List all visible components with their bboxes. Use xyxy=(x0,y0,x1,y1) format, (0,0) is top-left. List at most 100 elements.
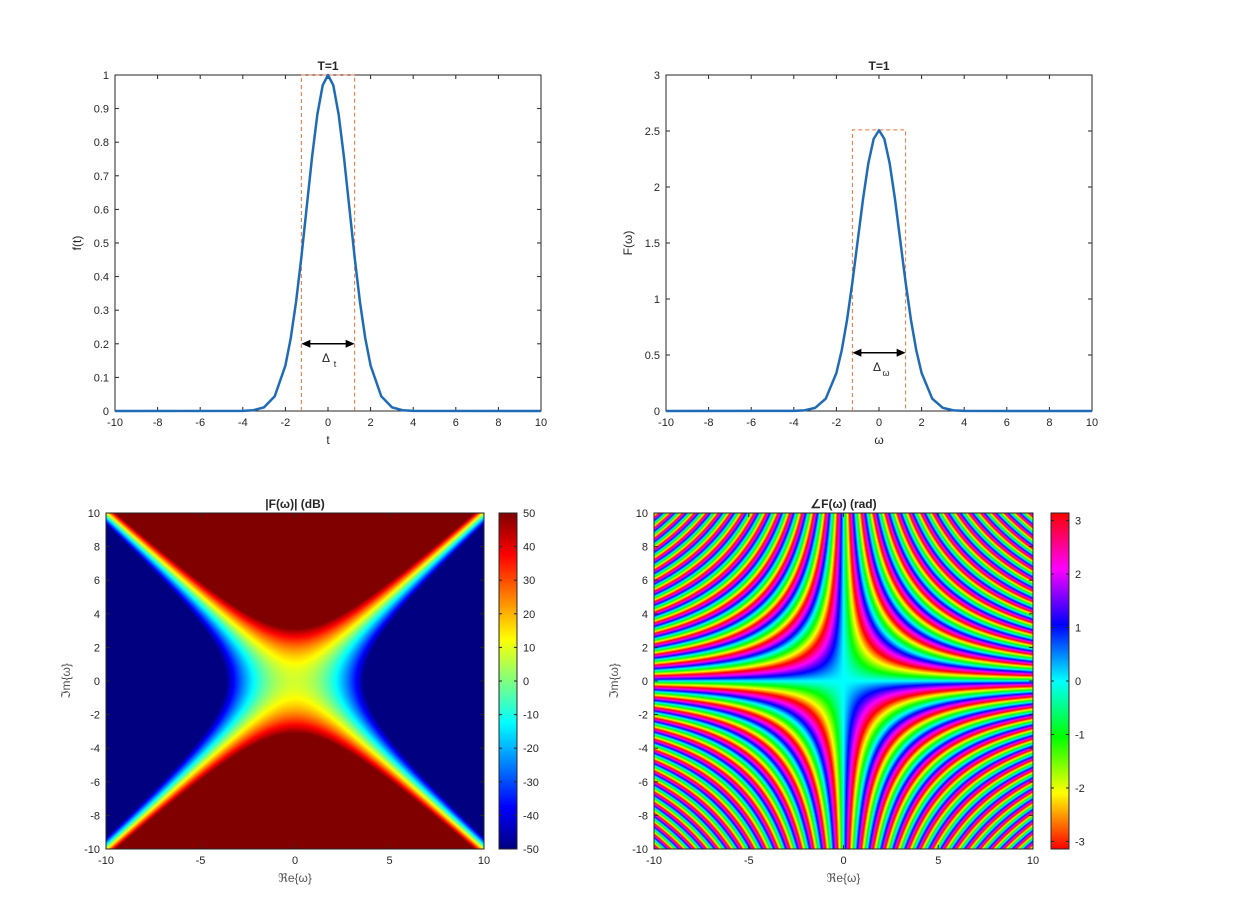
y-tick-label: 6 xyxy=(642,575,648,587)
y-tick-label: 8 xyxy=(94,542,100,554)
y-tick-label: 3 xyxy=(654,70,660,82)
chart-panel-time: -10 -8 -6 -4 -2 0 2 4 6 8 10 0 0.1 0.2 0.3 0.4 0.5 0.6 0.7… xyxy=(70,59,547,447)
y-tick-label: 1.5 xyxy=(645,238,660,250)
width-label-subscript: t xyxy=(334,359,337,369)
heatmap-image xyxy=(654,513,1033,849)
y-tick-label: -2 xyxy=(638,710,648,722)
y-tick-label: 4 xyxy=(94,609,100,621)
y-tick-label: 0.9 xyxy=(94,104,109,116)
x-tick-label: 8 xyxy=(1046,417,1052,429)
y-tick-label: -10 xyxy=(84,844,100,856)
y-tick-label: 0.8 xyxy=(94,137,109,149)
colorbar-tick-label: 0 xyxy=(523,676,529,688)
axes-frame xyxy=(105,512,485,850)
x-tick-label: 8 xyxy=(495,417,501,429)
chart-title: |F(ω)| (dB) xyxy=(265,497,325,511)
y-tick-label: -10 xyxy=(632,844,648,856)
x-tick-label: -6 xyxy=(746,417,756,429)
y-tick-label: -6 xyxy=(638,777,648,789)
x-tick-label: 0 xyxy=(876,417,882,429)
y-tick-label: 2.5 xyxy=(645,126,660,138)
width-arrow-head-right xyxy=(896,348,906,357)
chart-title: T=1 xyxy=(868,59,889,73)
y-tick-label: 0.7 xyxy=(94,171,109,183)
x-axis-label: ℜe{ω} xyxy=(278,871,312,885)
y-tick-label: -4 xyxy=(90,743,100,755)
x-tick-label: -10 xyxy=(646,855,662,867)
colorbar-tick-label: 40 xyxy=(523,542,535,554)
x-tick-label: 10 xyxy=(478,855,490,867)
colorbar-tick-label: -40 xyxy=(523,810,539,822)
chart-panel-frequency: -10 -8 -6 -4 -2 0 2 4 6 8 10 0 0.5 1 1.5 2 2.5 3 T=1 ω F(ω) Δ… xyxy=(621,59,1098,447)
y-tick-label: -6 xyxy=(90,777,100,789)
x-tick-label: 0 xyxy=(325,417,331,429)
y-tick-label: 8 xyxy=(642,542,648,554)
x-tick-label: 0 xyxy=(292,855,298,867)
x-tick-label: -5 xyxy=(196,855,206,867)
y-tick-label: 0.1 xyxy=(94,372,109,384)
y-tick-label: 1 xyxy=(103,70,109,82)
y-tick-label: 0.5 xyxy=(645,350,660,362)
axes-frame xyxy=(665,74,1093,412)
colorbar-tick-label: 50 xyxy=(523,508,535,520)
width-box xyxy=(300,74,356,411)
x-tick-label: 6 xyxy=(1004,417,1010,429)
width-box xyxy=(851,129,907,411)
colorbar-image xyxy=(1051,513,1069,849)
colorbar-tick-label: 1 xyxy=(1075,623,1081,635)
colorbar-tick-label: -10 xyxy=(523,710,539,722)
x-tick-label: -2 xyxy=(281,417,291,429)
x-tick-label: -8 xyxy=(153,417,163,429)
series-line xyxy=(665,129,1093,413)
x-tick-label: 0 xyxy=(840,855,846,867)
series-line xyxy=(114,73,542,413)
x-tick-label: -5 xyxy=(744,855,754,867)
y-tick-label: -2 xyxy=(90,710,100,722)
y-tick-label: 0.2 xyxy=(94,339,109,351)
y-tick-label: 0 xyxy=(654,406,660,418)
y-tick-label: 0.3 xyxy=(94,305,109,317)
chart-title: ∠F(ω) (rad) xyxy=(810,497,876,511)
colorbar-tick-label: -2 xyxy=(1075,783,1085,795)
colorbar-tick-label: -1 xyxy=(1075,729,1085,741)
x-tick-label: 2 xyxy=(919,417,925,429)
x-tick-label: 2 xyxy=(368,417,374,429)
x-tick-label: -10 xyxy=(107,417,123,429)
colorbar-tick-label: -20 xyxy=(523,743,539,755)
axes-frame xyxy=(653,512,1034,850)
colorbar-tick-label: 0 xyxy=(1075,676,1081,688)
y-tick-label: -8 xyxy=(638,810,648,822)
colorbar-tick-label: 3 xyxy=(1075,516,1081,528)
y-tick-label: 0 xyxy=(642,676,648,688)
width-label: Δ xyxy=(322,351,330,365)
y-tick-label: 0 xyxy=(94,676,100,688)
y-tick-label: 2 xyxy=(642,642,648,654)
x-tick-label: -2 xyxy=(832,417,842,429)
y-tick-label: 10 xyxy=(636,508,648,520)
y-tick-label: 0.5 xyxy=(94,238,109,250)
heatmap-image xyxy=(106,513,484,849)
chart-title: T=1 xyxy=(317,59,338,73)
y-axis-label: ℑm{ω} xyxy=(59,663,73,699)
x-tick-label: -10 xyxy=(98,855,114,867)
x-tick-label: 4 xyxy=(410,417,416,429)
colorbar-tick-label: 10 xyxy=(523,642,535,654)
y-tick-label: -8 xyxy=(90,810,100,822)
y-tick-label: 10 xyxy=(88,508,100,520)
width-label: Δ xyxy=(873,360,881,374)
colorbar-tick-label: 2 xyxy=(1075,569,1081,581)
x-tick-label: 10 xyxy=(535,417,547,429)
colorbar-image xyxy=(499,513,517,849)
y-axis-label: F(ω) xyxy=(621,231,635,256)
x-axis-label: ω xyxy=(874,433,883,447)
width-arrow-head-right xyxy=(345,339,355,348)
width-label-subscript: ω xyxy=(882,368,889,378)
x-axis-label: t xyxy=(326,433,330,447)
x-axis-label: ℜe{ω} xyxy=(827,871,861,885)
colorbar-tick-label: 30 xyxy=(523,575,535,587)
colorbar-tick-label: -30 xyxy=(523,777,539,789)
y-tick-label: 0.6 xyxy=(94,204,109,216)
colorbar-tick-label: -3 xyxy=(1075,836,1085,848)
x-tick-label: 5 xyxy=(935,855,941,867)
